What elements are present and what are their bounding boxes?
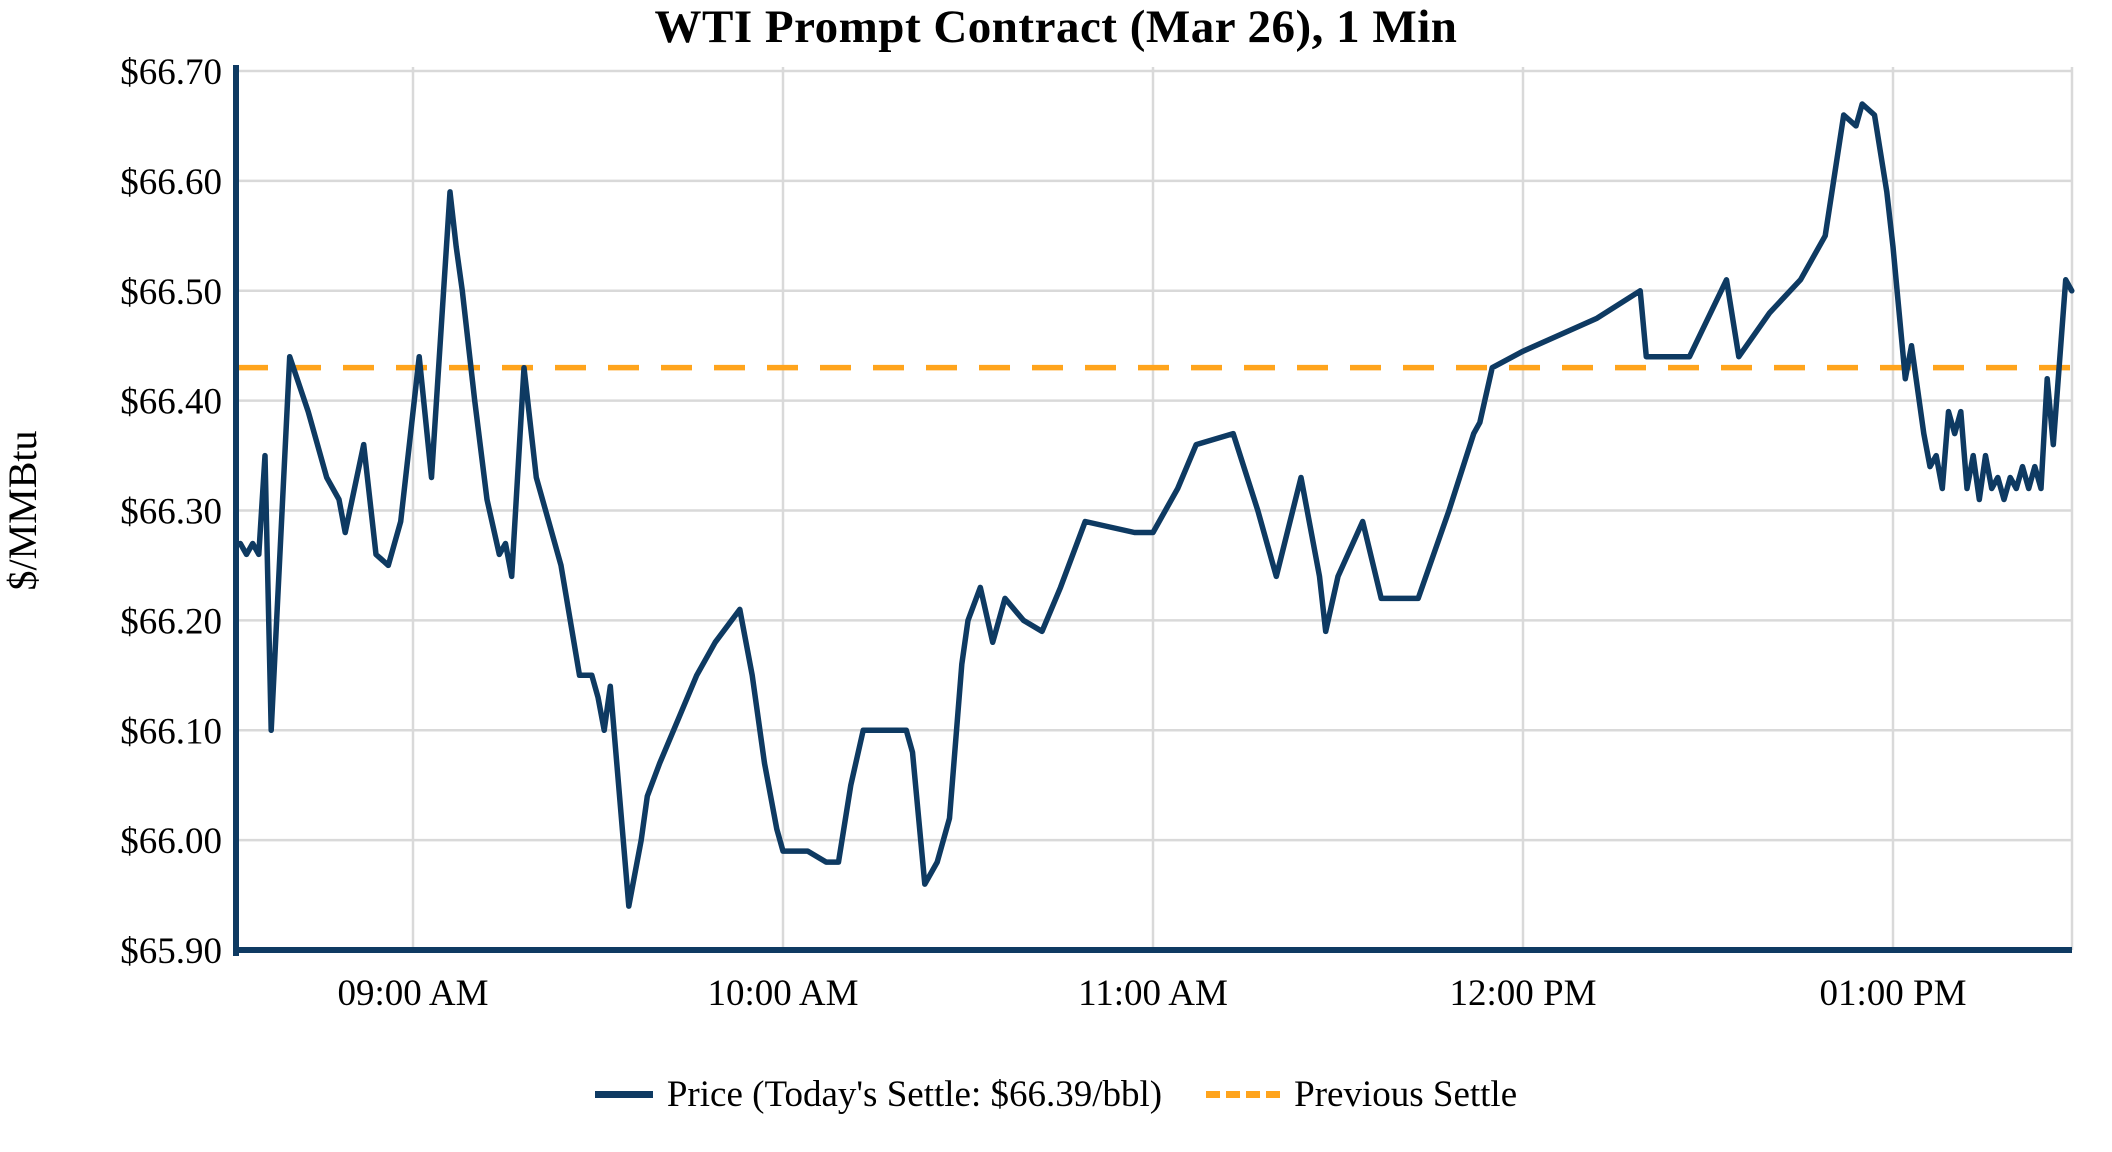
x-tick-label: 01:00 PM [1819,973,1966,1014]
legend-item-previous-settle: Previous Settle [1206,1073,1517,1116]
y-tick-label: $66.40 [120,382,222,423]
previous-settle-swatch-icon [1206,1090,1281,1098]
x-tick-label: 12:00 PM [1449,973,1596,1014]
y-axis-title: $/MMBtu [0,430,45,590]
x-tick-label: 10:00 AM [707,973,858,1014]
y-tick-label: $66.70 [120,52,222,93]
legend-previous-settle-label: Previous Settle [1294,1073,1518,1115]
price-line [237,101,2075,909]
y-tick-label: $65.90 [120,931,222,972]
legend-item-price: Price (Today's Settle: $66.39/bbl) [594,1073,1163,1116]
y-axis-line [233,65,239,956]
x-axis-line [233,947,2072,953]
legend: Price (Today's Settle: $66.39/bbl) Previ… [0,1062,2112,1126]
page-title: WTI Prompt Contract (Mar 26), 1 Min [654,1,1458,53]
legend-price-label: Price (Today's Settle: $66.39/bbl) [666,1073,1163,1115]
y-tick-label: $66.00 [120,821,222,862]
y-tick-label: $66.60 [120,162,222,203]
x-tick-label: 09:00 AM [337,973,488,1014]
price-line-swatch-icon [594,1090,653,1098]
y-tick-label: $66.50 [120,272,222,313]
x-tick-label: 11:00 AM [1078,973,1228,1014]
y-tick-label: $66.30 [120,492,222,533]
y-tick-label: $66.20 [120,601,222,642]
y-tick-label: $66.10 [120,711,222,752]
